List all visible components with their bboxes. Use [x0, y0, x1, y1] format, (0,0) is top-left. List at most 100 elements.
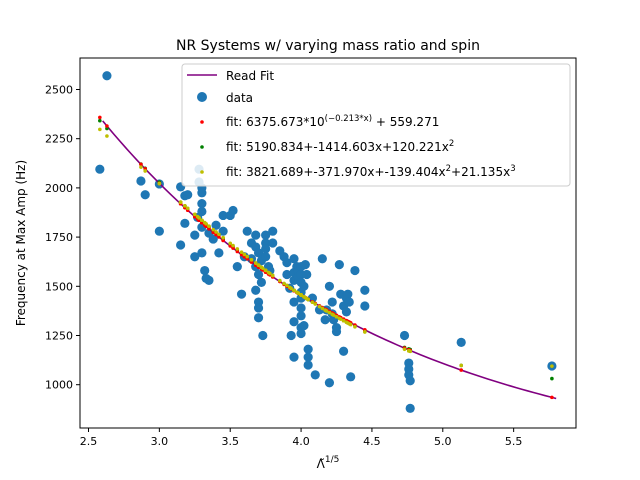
fit-exp-point — [235, 249, 240, 254]
fit-cubic-point — [341, 318, 346, 323]
series-data — [95, 71, 557, 413]
y-axis-label: Frequency at Max Amp (Hz) — [14, 160, 28, 326]
data-point — [399, 330, 410, 341]
legend-fit-quad-text: fit: 5190.834+-1414.603x+120.221x — [226, 140, 449, 154]
data-point — [183, 190, 193, 200]
data-point — [331, 326, 342, 337]
fit-cubic-point — [139, 165, 143, 169]
fit-exp-point — [217, 235, 221, 239]
data-point — [200, 265, 210, 276]
data-point — [360, 301, 370, 311]
fit-cubic-point — [348, 322, 353, 327]
legend-data-label: data — [226, 91, 253, 105]
data-point — [299, 321, 309, 331]
data-point — [197, 206, 207, 217]
data-point — [346, 372, 356, 382]
data-point — [208, 234, 218, 244]
data-point — [154, 226, 164, 236]
data-point — [338, 346, 349, 356]
data-point — [310, 370, 320, 380]
legend-fit-quad-label: fit: 5190.834+-1414.603x+120.221x2 — [226, 139, 454, 154]
plot-area — [95, 71, 557, 413]
fit-cubic-point — [214, 230, 218, 234]
fit-cubic-point — [282, 281, 286, 286]
data-point — [197, 248, 207, 258]
data-point — [253, 303, 264, 313]
data-point — [405, 403, 415, 413]
data-point — [268, 226, 278, 236]
data-point — [296, 328, 306, 339]
x-tick-label: 5.5 — [505, 435, 523, 448]
data-point — [282, 258, 292, 268]
data-point — [334, 260, 344, 270]
data-point — [197, 188, 207, 198]
fit-exp-point — [550, 395, 554, 400]
fit-cubic-point — [338, 317, 343, 321]
fit-cubic-point — [313, 302, 318, 306]
data-point — [197, 199, 207, 209]
fit-quad-point — [98, 118, 102, 123]
fit-cubic-point — [228, 241, 233, 246]
fit-exp-point — [214, 232, 218, 237]
fit-exp-point — [105, 124, 109, 128]
legend-fit-cubic-text: fit: 3821.689+-371.970x+-139.404x — [226, 165, 446, 179]
legend: Read Fit data fit: 6375.673*10(−0.213*x)… — [181, 63, 571, 187]
fit-cubic-point — [324, 309, 329, 313]
data-point — [214, 248, 224, 258]
fit-cubic-point — [242, 252, 247, 257]
fit-cubic-point — [292, 288, 296, 293]
fit-quad-point — [550, 376, 554, 381]
data-point — [289, 297, 299, 307]
x-tick-label: 4.5 — [363, 435, 381, 448]
legend-fit-exp-text: fit: 6375.673*10 — [226, 115, 325, 129]
legend-fit-cubic-swatch — [200, 170, 204, 174]
fit-cubic-point — [256, 263, 261, 267]
data-point — [343, 289, 353, 299]
data-point — [320, 315, 330, 325]
legend-fit-exp-tail: + 559.271 — [372, 115, 439, 129]
fit-cubic-point — [253, 261, 258, 265]
legend-fit-cubic-exponent: 2 — [446, 164, 451, 174]
data-point — [289, 317, 299, 327]
data-point — [289, 254, 299, 264]
chart-title: NR Systems w/ varying mass ratio and spi… — [176, 38, 480, 54]
fit-cubic-point — [334, 314, 339, 319]
data-point — [211, 220, 221, 230]
y-tick-label: 1000 — [45, 379, 73, 392]
fit-cubic-point — [249, 258, 254, 262]
fit-exp-point — [459, 368, 464, 372]
data-point — [302, 269, 312, 280]
x-axis-label: Λ̃1/5 — [317, 455, 340, 471]
axes-frame — [79, 57, 577, 429]
data-point — [324, 378, 335, 388]
data-point — [296, 311, 306, 321]
data-point — [140, 190, 150, 200]
y-tick-label: 2250 — [45, 133, 73, 146]
x-axis-ticks: 2.5 3.0 3.5 4.0 4.5 5.0 5.5 — [80, 428, 523, 448]
fit-exp-point — [139, 162, 143, 167]
y-tick-label: 1250 — [45, 330, 73, 343]
data-point — [268, 238, 278, 248]
fit-cubic-point — [285, 283, 289, 288]
fit-cubic-point — [217, 232, 221, 237]
data-point — [190, 252, 200, 262]
data-point — [253, 313, 264, 323]
fit-cubic-point — [363, 330, 367, 334]
data-point — [300, 260, 310, 270]
fit-cubic-point — [204, 221, 208, 226]
legend-fit-cubic-tail: +21.135x — [451, 165, 510, 179]
fit-cubic-point — [105, 134, 109, 138]
fit-cubic-point — [239, 250, 244, 255]
fit-cubic-point — [270, 273, 275, 278]
fit-cubic-point — [320, 306, 325, 311]
legend-fit-cubic-exponent-2: 3 — [510, 164, 515, 174]
fit-cubic-point — [317, 304, 322, 309]
legend-data-swatch — [197, 92, 207, 102]
fit-cubic-point — [299, 293, 303, 297]
legend-fit-cubic-label: fit: 3821.689+-371.970x+-139.404x2+21.13… — [226, 164, 516, 179]
data-point — [405, 376, 415, 386]
fit-cubic-point — [185, 206, 190, 211]
fit-cubic-point — [183, 204, 187, 208]
data-point — [253, 248, 264, 258]
x-tick-label: 3.0 — [151, 435, 169, 448]
